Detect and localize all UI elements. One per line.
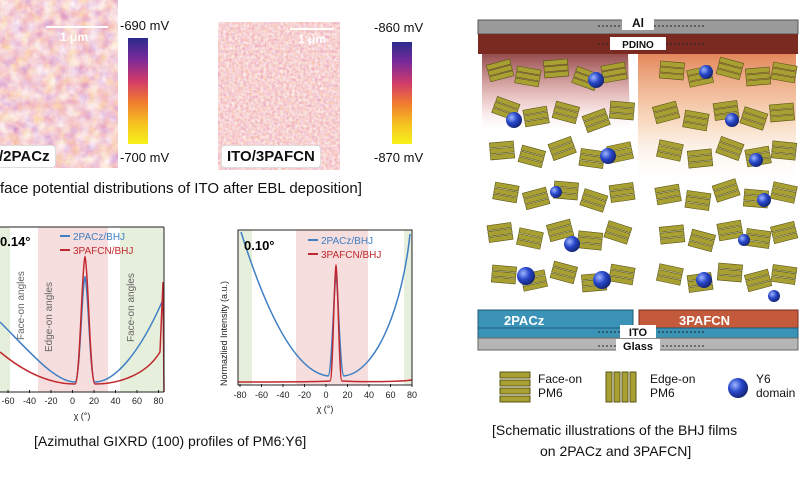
sample-label: ITO/3PAFCN: [222, 146, 320, 167]
series-3pafcn: [237, 263, 413, 383]
x-tick-label: 20: [342, 390, 352, 400]
x-tick-label: 60: [132, 396, 142, 406]
y6-domain: [749, 153, 763, 167]
y6-domain: [757, 193, 771, 207]
scale-bar: [46, 26, 108, 28]
pm6-stack: [684, 190, 712, 211]
edge-on-pm6-icon: [605, 371, 637, 403]
pm6-stack: [770, 140, 798, 161]
y6-domain: [506, 112, 522, 128]
scale-bar: [290, 28, 334, 30]
y6-domain: [725, 113, 739, 127]
pm6-stack: [658, 60, 685, 81]
gixrd-caption: [Azimuthal GIXRD (100) profiles of PM6:Y…: [34, 433, 307, 449]
y6-domain: [517, 267, 535, 285]
x-tick-label: -80: [233, 390, 246, 400]
pm6-stack: [770, 264, 798, 285]
legend-2pacz: 2PACz/BHJ: [321, 236, 373, 247]
x-tick-label: 60: [385, 390, 395, 400]
colorbar-top-label: -690 mV: [120, 18, 170, 33]
scale-bar-label: 1 μm: [298, 32, 327, 46]
x-tick-label: 0: [70, 396, 75, 406]
x-tick-label: -40: [23, 396, 36, 406]
x-tick-label: 40: [110, 396, 120, 406]
y6-domain: [564, 236, 580, 252]
region-label-face-on-left: Face-on angles: [16, 271, 27, 340]
y6-domain: [588, 72, 604, 88]
colorbar-right: [392, 42, 412, 144]
legend-3pafcn: 3PAFCN/BHJ: [73, 246, 133, 257]
y6-domain: [593, 271, 611, 289]
legend-edge-on: Edge-on PM6: [650, 372, 696, 400]
legend-3pafcn: 3PAFCN/BHJ: [321, 250, 381, 261]
schematic-caption-line2: on 2PACz and 3PAFCN]: [540, 443, 692, 459]
schematic-caption-line1: [Schematic illustrations of the BHJ film…: [492, 422, 738, 438]
x-tick-label: 80: [153, 396, 163, 406]
colorbar-bottom-label: -870 mV: [374, 150, 424, 165]
pm6-stack: [686, 148, 714, 169]
y6-domain-icon: [728, 378, 748, 398]
pm6-stack: [658, 224, 686, 245]
series-3pafcn: [0, 255, 165, 393]
pm6-stack: [769, 102, 796, 123]
layer-label-al: Al: [632, 16, 644, 30]
region-label-face-on-right: Face-on angles: [126, 273, 137, 342]
layer-label-ito: ITO: [629, 327, 648, 339]
gixrd-plot-left: Face-on angles Edge-on angles Face-on an…: [0, 226, 165, 421]
kpfm-map-3pafcn: 1 μm ITO/3PAFCN: [218, 22, 340, 170]
y-axis-label: Normazlied Intensity (a.u.): [219, 281, 229, 386]
series-2pacz: [0, 275, 163, 383]
x-tick-label: -60: [255, 390, 268, 400]
x-tick-label: 20: [89, 396, 99, 406]
y6-domain: [550, 186, 562, 198]
y6-domain: [696, 272, 712, 288]
substrate-label-3pafcn: 3PAFCN: [679, 313, 730, 328]
colorbar-top-label: -860 mV: [374, 20, 424, 35]
pm6-stack: [490, 264, 517, 285]
pm6-stack: [489, 140, 516, 161]
region-label-edge-on: Edge-on angles: [44, 282, 55, 352]
pm6-stack: [543, 58, 570, 79]
y6-domain: [600, 148, 616, 164]
x-axis-label: χ (°): [317, 404, 334, 414]
pm6-stack: [608, 100, 635, 121]
kpfm-caption: face potential distributions of ITO afte…: [0, 180, 362, 197]
pm6-stack: [745, 66, 772, 87]
legend-y6: Y6 domain: [756, 372, 796, 400]
y6-domain: [768, 290, 780, 302]
colorbar-bottom-label: -700 mV: [120, 150, 170, 165]
face-on-pm6-icon: [499, 371, 531, 403]
x-tick-label: 0: [323, 390, 328, 400]
pm6-stack: [716, 262, 743, 283]
x-tick-label: 80: [407, 390, 417, 400]
x-tick-label: -60: [1, 396, 14, 406]
kpfm-map-2pacz: 1 μm /2PACz: [0, 0, 118, 168]
y6-domain: [699, 65, 713, 79]
gixrd-plot-right: Normazlied Intensity (a.u.) 0.10° 2PACz/…: [219, 229, 417, 414]
sample-label: /2PACz: [0, 146, 55, 167]
x-tick-label: -40: [276, 390, 289, 400]
layer-label-glass: Glass: [623, 341, 653, 353]
bhj-schematic: 2PACz 3PAFCN Al PDINO ITO Glass: [477, 16, 799, 353]
y6-domain: [738, 234, 750, 246]
pm6-stack: [608, 182, 636, 203]
colorbar-left: [128, 38, 148, 144]
x-axis-label: χ (°): [74, 411, 91, 421]
substrate-label-2pacz: 2PACz: [504, 313, 545, 328]
angle-label: 0.10°: [244, 238, 275, 253]
scale-bar-label: 1 μm: [60, 30, 89, 44]
legend-face-on: Face-on PM6: [538, 372, 583, 400]
x-tick-label: 40: [364, 390, 374, 400]
pm6-stack: [486, 222, 514, 243]
pm6-stack: [576, 230, 604, 251]
layer-label-pdino: PDINO: [622, 40, 654, 51]
angle-label: 0.14°: [0, 234, 31, 249]
legend-2pacz: 2PACz/BHJ: [73, 232, 125, 243]
x-tick-label: -20: [298, 390, 311, 400]
x-tick-label: -20: [44, 396, 57, 406]
